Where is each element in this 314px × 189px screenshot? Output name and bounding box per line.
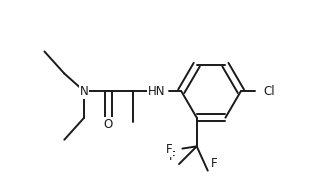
Text: Cl: Cl <box>263 85 274 98</box>
Text: F: F <box>169 150 176 163</box>
Text: HN: HN <box>148 85 166 98</box>
Text: N: N <box>80 85 89 98</box>
Text: F: F <box>211 156 218 170</box>
Text: O: O <box>104 118 113 131</box>
Text: F: F <box>166 143 172 156</box>
